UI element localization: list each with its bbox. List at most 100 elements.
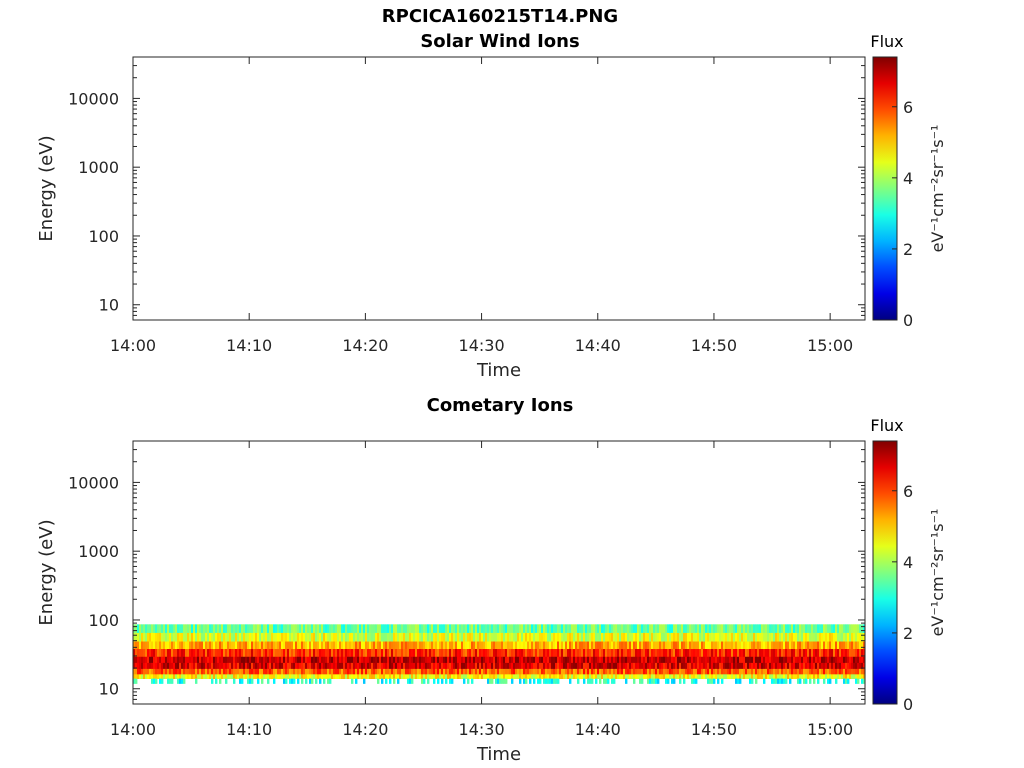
spectrogram-cell [275, 656, 278, 664]
spectrogram-cell [563, 632, 566, 642]
spectrogram-cell [245, 668, 248, 675]
spectrogram-cell [175, 668, 178, 675]
spectrogram-cell [591, 632, 594, 642]
spectrogram-cell [355, 632, 358, 642]
spectrogram-cell [641, 656, 644, 664]
spectrogram-cell [155, 632, 158, 642]
spectrogram-cell [379, 674, 382, 679]
spectrogram-cell [831, 674, 834, 679]
spectrogram-cell [491, 656, 494, 664]
spectrogram-cell [141, 632, 144, 642]
spectrogram-cell [535, 649, 538, 658]
spectrogram-cell [647, 649, 650, 658]
spectrogram-cell [365, 632, 368, 642]
spectrogram-cell [675, 662, 678, 670]
spectrogram-cell [671, 649, 674, 658]
spectrogram-cell [229, 674, 232, 679]
spectrogram-cell [815, 649, 818, 658]
spectrogram-cell [519, 678, 522, 684]
spectrogram-cell [851, 674, 854, 679]
spectrogram-cell [427, 641, 430, 650]
spectrogram-cell [735, 662, 738, 670]
x-tick-label: 14:20 [342, 336, 388, 355]
spectrogram-cell [285, 678, 288, 684]
spectrogram-cell [191, 656, 194, 664]
spectrogram-cell [689, 656, 692, 664]
spectrogram-cell [777, 674, 780, 679]
spectrogram-cell [351, 678, 354, 684]
spectrogram-cell [563, 656, 566, 664]
spectrogram-cell [809, 624, 812, 634]
spectrogram-cell [731, 668, 734, 675]
spectrogram-cell [439, 662, 442, 670]
spectrogram-cell [729, 668, 732, 675]
spectrogram-cell [405, 632, 408, 642]
spectrogram-cell [743, 649, 746, 658]
spectrogram-cell [191, 668, 194, 675]
spectrogram-cell [617, 656, 620, 664]
spectrogram-cell [437, 662, 440, 670]
spectrogram-cell [269, 632, 272, 642]
spectrogram-cell [287, 632, 290, 642]
spectrogram-cell [197, 656, 200, 664]
spectrogram-cell [431, 668, 434, 675]
spectrogram-cell [261, 678, 264, 684]
spectrogram-cell [629, 656, 632, 664]
spectrogram-cell [133, 632, 136, 642]
spectrogram-cell [751, 656, 754, 664]
spectrogram-cell [175, 674, 178, 679]
spectrogram-cell [169, 662, 172, 670]
spectrogram-cell [311, 674, 314, 679]
spectrogram-cell [323, 656, 326, 664]
spectrogram-cell [751, 674, 754, 679]
x-tick-label: 14:40 [575, 336, 621, 355]
spectrogram-cell [617, 624, 620, 634]
spectrogram-cell [721, 678, 724, 684]
spectrogram-cell [433, 656, 436, 664]
spectrogram-cell [201, 662, 204, 670]
spectrogram-cell [683, 662, 686, 670]
spectrogram-cell [401, 662, 404, 670]
spectrogram-cell [301, 649, 304, 658]
spectrogram-cell [569, 649, 572, 658]
spectrogram-cell [341, 662, 344, 670]
spectrogram-cell [757, 641, 760, 650]
spectrogram-cell [405, 641, 408, 650]
spectrogram-cell [613, 641, 616, 650]
spectrogram-cell [323, 624, 326, 634]
spectrogram-cell [613, 662, 616, 670]
spectrogram-cell [749, 678, 752, 684]
spectrogram-cell [263, 668, 266, 675]
spectrogram-cell [533, 624, 536, 634]
spectrogram-cell [529, 662, 532, 670]
spectrogram-cell [685, 649, 688, 658]
spectrogram-cell [451, 656, 454, 664]
spectrogram-cell [835, 668, 838, 675]
spectrogram-cell [343, 641, 346, 650]
spectrogram-cell [813, 668, 816, 675]
spectrogram-cell [143, 632, 146, 642]
spectrogram-cell [609, 649, 612, 658]
spectrogram-cell [357, 656, 360, 664]
spectrogram-cell [749, 668, 752, 675]
spectrogram-cell [821, 674, 824, 679]
spectrogram-cell [623, 649, 626, 658]
spectrogram-cell [559, 674, 562, 679]
spectrogram-cell [279, 649, 282, 658]
spectrogram-cell [489, 656, 492, 664]
spectrogram-cell [699, 649, 702, 658]
spectrogram-cell [519, 624, 522, 634]
spectrogram-cell [155, 624, 158, 634]
spectrogram-cell [473, 624, 476, 634]
spectrogram-cell [235, 624, 238, 634]
spectrogram-cell [377, 641, 380, 650]
spectrogram-cell [421, 662, 424, 670]
spectrogram-cell [211, 678, 214, 684]
spectrogram-cell [655, 632, 658, 642]
spectrogram-cell [163, 674, 166, 679]
spectrogram-cell [765, 641, 768, 650]
spectrogram-cell [847, 662, 850, 670]
spectrogram-cell [183, 668, 186, 675]
spectrogram-cell [361, 662, 364, 670]
spectrogram-cell [753, 641, 756, 650]
